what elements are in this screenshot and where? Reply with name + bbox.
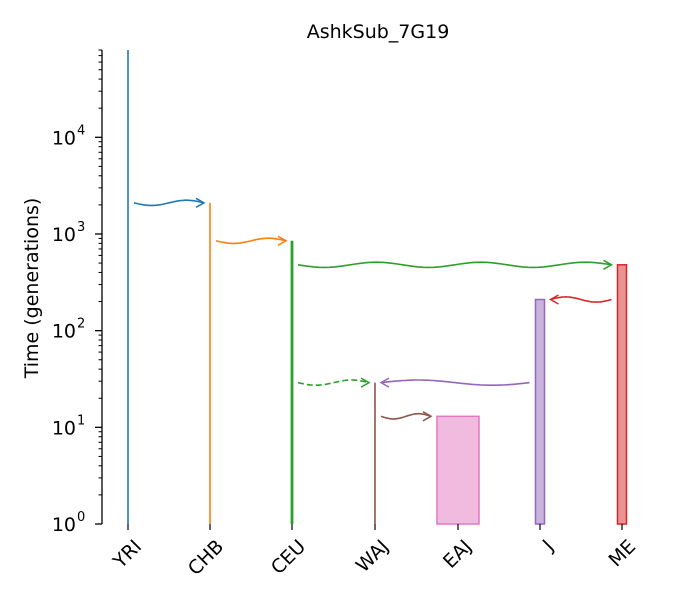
y-tick-exponent: 3 xyxy=(77,220,85,235)
event-path xyxy=(297,261,612,269)
y-tick-label: 10 xyxy=(52,127,76,149)
y-tick-label: 10 xyxy=(52,514,76,536)
admixture-events xyxy=(133,197,614,422)
arrow-head-icon xyxy=(603,259,614,270)
y-tick-exponent: 2 xyxy=(77,317,85,332)
event-path xyxy=(297,379,370,386)
event-j-to-waj xyxy=(379,377,530,388)
x-tick-label-chb: CHB xyxy=(184,536,228,580)
y-tick-exponent: 4 xyxy=(77,123,85,138)
deme-me xyxy=(616,264,628,525)
deme-lineages xyxy=(127,50,628,525)
event-me-to-j xyxy=(548,294,612,305)
event-path xyxy=(380,412,432,420)
arrow-head-icon xyxy=(195,197,206,208)
x-tick-label-eaj: EAJ xyxy=(439,536,476,573)
x-tick-label-yri: YRI xyxy=(108,536,146,574)
y-tick-label: 10 xyxy=(52,224,76,246)
arrow-head-icon xyxy=(548,294,559,305)
event-path xyxy=(380,379,530,386)
y-tick-exponent: 1 xyxy=(77,413,85,428)
y-tick-exponent: 0 xyxy=(77,510,85,525)
arrow-head-icon xyxy=(422,411,433,422)
x-axis-labels: YRI CHB CEU WAJ EAJ J ME xyxy=(108,524,640,580)
y-tick-label: 10 xyxy=(52,417,76,439)
x-tick-label-waj: WAJ xyxy=(352,536,393,577)
arrow-head-icon xyxy=(360,377,371,388)
y-tick-label: 10 xyxy=(52,321,76,343)
event-yri-to-chb xyxy=(133,197,206,208)
chart-title: AshkSub_7G19 xyxy=(307,21,450,43)
x-tick-label-me: ME xyxy=(605,536,641,572)
event-waj-to-eaj xyxy=(380,411,433,422)
x-tick-label-j: J xyxy=(538,536,558,556)
event-ceu-to-waj xyxy=(297,377,371,388)
deme-j xyxy=(534,298,546,525)
event-path xyxy=(550,296,612,303)
event-chb-to-ceu xyxy=(215,235,288,246)
event-ceu-to-me xyxy=(297,259,614,270)
event-path xyxy=(215,237,287,245)
x-tick-label-ceu: CEU xyxy=(267,536,310,579)
y-axis-label: Time (generations) xyxy=(21,198,43,380)
arrow-head-icon xyxy=(277,235,288,246)
deme-eaj xyxy=(436,415,480,525)
event-path xyxy=(133,199,205,207)
arrow-head-icon xyxy=(379,377,390,388)
